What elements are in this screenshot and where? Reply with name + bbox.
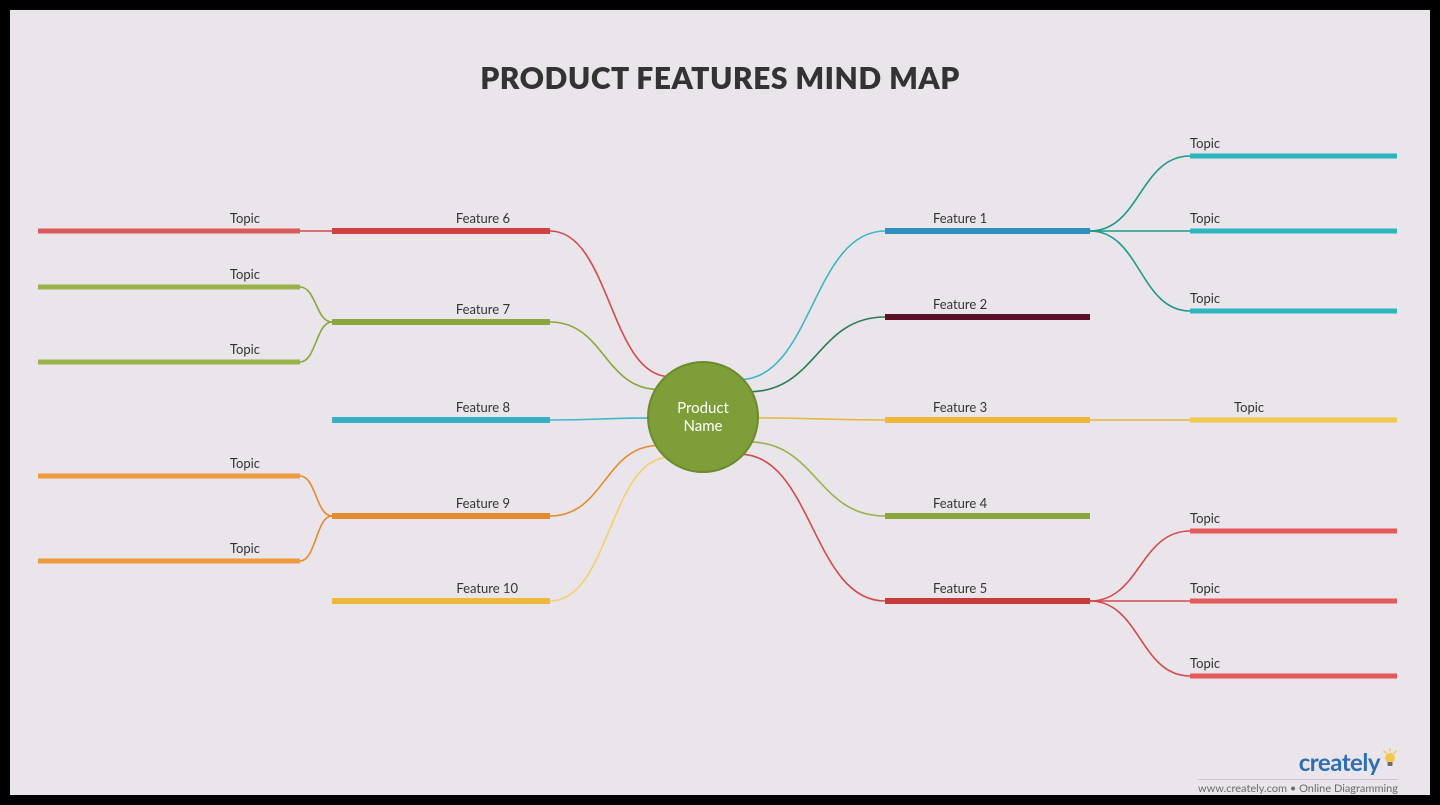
topic-label: Topic <box>1190 210 1220 226</box>
attribution-brand: creately <box>1299 748 1380 777</box>
topic-label: Topic <box>1190 135 1220 151</box>
topic-label: Topic <box>1234 399 1264 415</box>
topic-label: Topic <box>1190 290 1220 306</box>
feature-label: Feature 4 <box>933 495 987 511</box>
topic-label: Topic <box>230 455 260 471</box>
feature-label: Feature 6 <box>456 210 510 226</box>
feature-label: Feature 1 <box>933 210 987 226</box>
attribution: creately www.creately.com • Online Diagra… <box>1198 748 1398 795</box>
feature-label: Feature 10 <box>456 580 518 596</box>
feature-label: Feature 9 <box>456 495 510 511</box>
diagram-frame: Feature 1 Topic Topic Topic Feature 2 Feature… <box>0 0 1440 805</box>
topic-label: Topic <box>230 341 260 357</box>
feature-label: Feature 2 <box>933 296 987 312</box>
topic-label: Topic <box>230 540 260 556</box>
lightbulb-icon <box>1382 748 1398 768</box>
topic-label: Topic <box>1190 655 1220 671</box>
attribution-subline: www.creately.com • Online Diagramming <box>1198 779 1398 795</box>
center-node-label: Product Name <box>677 399 729 435</box>
feature-label: Feature 8 <box>456 399 510 415</box>
topic-label: Topic <box>1190 580 1220 596</box>
topic-label: Topic <box>230 266 260 282</box>
diagram-title: PRODUCT FEATURES MIND MAP <box>0 60 1440 96</box>
feature-label: Feature 7 <box>456 301 510 317</box>
topic-label: Topic <box>1190 510 1220 526</box>
feature-label: Feature 5 <box>933 580 987 596</box>
topic-label: Topic <box>230 210 260 226</box>
feature-label: Feature 3 <box>933 399 987 415</box>
